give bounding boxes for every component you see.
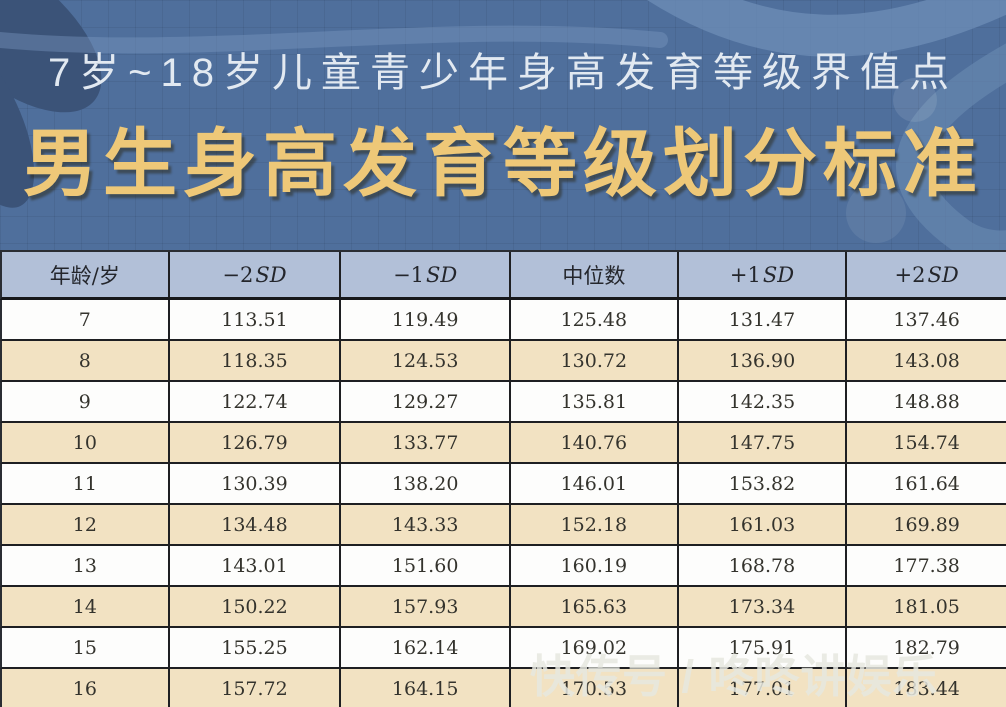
table-cell: 9: [2, 382, 170, 421]
table-cell: 154.74: [893, 431, 960, 454]
table-cell: 168.78: [679, 546, 848, 585]
table-cell: 143.33: [341, 505, 511, 544]
table-body: 7 113.51 119.49 125.48 131.47 137.46 8 118.35 12…: [0, 300, 1006, 707]
table-cell: 155.25: [170, 628, 342, 667]
table-cell: 142.35: [679, 382, 848, 421]
table-cell: 119.49: [341, 300, 511, 339]
table-row: 11 130.39 138.20 146.01 153.82 161.64: [0, 464, 1006, 505]
watermark: 快传号 / 咚咚讲娱乐: [530, 651, 939, 702]
poster-subtitle: 7岁~18岁儿童青少年身高发育等级界值点: [47, 51, 959, 95]
table-cell: 181.05: [893, 595, 960, 618]
table-cell: 140.76: [511, 423, 679, 462]
table-cell: 15: [2, 628, 170, 667]
table-cell: 147.75: [679, 423, 848, 462]
table-cell: 125.48: [511, 300, 679, 339]
column-header: 年龄/岁: [2, 252, 170, 297]
table-cell: 138.20: [341, 464, 511, 503]
table-cell: 129.27: [341, 382, 511, 421]
table-cell: 152.18: [511, 505, 679, 544]
table-row: 15 155.25 162.14 169.02 175.91 182.79: [0, 628, 1006, 669]
table-cell: 157.72: [170, 669, 342, 707]
table-cell: 137.46: [893, 308, 960, 331]
table-cell: 135.81: [511, 382, 679, 421]
table-cell: 162.14: [341, 628, 511, 667]
table-row: 7 113.51 119.49 125.48 131.47 137.46: [0, 300, 1006, 341]
poster-title: 男生身高发育等级划分标准: [23, 122, 983, 205]
table-cell: 124.53: [341, 341, 511, 380]
table-cell: 118.35: [170, 341, 342, 380]
column-header: +2 SD: [894, 262, 959, 287]
column-header: +1 SD: [679, 252, 848, 297]
table-cell: 161.03: [679, 505, 848, 544]
table-row: 9 122.74 129.27 135.81 142.35 148.88: [0, 382, 1006, 423]
column-header: 中位数: [511, 252, 679, 297]
table-cell: 153.82: [679, 464, 848, 503]
table-cell: 13: [2, 546, 170, 585]
table-cell: 182.79: [893, 636, 960, 659]
table-cell: 133.77: [341, 423, 511, 462]
table-cell: 130.72: [511, 341, 679, 380]
table-row: 8 118.35 124.53 130.72 136.90 143.08: [0, 341, 1006, 382]
height-standards-table: 年龄/岁 −2 SD −1 SD 中位数 +1 SD +2 SD 7 113.51 119.49 125…: [0, 250, 1006, 707]
table-cell: 177.01: [679, 669, 848, 707]
table-cell: 122.74: [170, 382, 342, 421]
table-cell: 160.19: [511, 546, 679, 585]
table-cell: 169.02: [511, 628, 679, 667]
table-cell: 130.39: [170, 464, 342, 503]
table-cell: 165.63: [511, 587, 679, 626]
table-row: 10 126.79 133.77 140.76 147.75 154.74: [0, 423, 1006, 464]
table-cell: 157.93: [341, 587, 511, 626]
table-row: 12 134.48 143.33 152.18 161.03 169.89: [0, 505, 1006, 546]
table-cell: 12: [2, 505, 170, 544]
table-cell: 164.15: [341, 669, 511, 707]
table-cell: 183.44: [893, 677, 960, 700]
table-cell: 146.01: [511, 464, 679, 503]
table-cell: 177.38: [893, 554, 960, 577]
table-cell: 7: [2, 300, 170, 339]
table-cell: 136.90: [679, 341, 848, 380]
table-cell: 170.53: [511, 669, 679, 707]
table-cell: 143.01: [170, 546, 342, 585]
table-cell: 143.08: [893, 349, 960, 372]
table-cell: 169.89: [893, 513, 960, 536]
table-cell: 173.34: [679, 587, 848, 626]
table-cell: 16: [2, 669, 170, 707]
table-row: 13 143.01 151.60 160.19 168.78 177.38: [0, 546, 1006, 587]
table-cell: 14: [2, 587, 170, 626]
table-row: 14 150.22 157.93 165.63 173.34 181.05: [0, 587, 1006, 628]
table-cell: 150.22: [170, 587, 342, 626]
table-cell: 134.48: [170, 505, 342, 544]
table-cell: 113.51: [170, 300, 342, 339]
table-cell: 11: [2, 464, 170, 503]
column-header: −1 SD: [341, 252, 511, 297]
column-header: −2 SD: [170, 252, 342, 297]
table-cell: 151.60: [341, 546, 511, 585]
table-cell: 175.91: [679, 628, 848, 667]
table-cell: 148.88: [893, 390, 960, 413]
table-cell: 131.47: [679, 300, 848, 339]
table-cell: 8: [2, 341, 170, 380]
table-cell: 10: [2, 423, 170, 462]
table-header-row: 年龄/岁 −2 SD −1 SD 中位数 +1 SD +2 SD: [0, 252, 1006, 300]
table-cell: 161.64: [893, 472, 960, 495]
table-row: 16 157.72 164.15 170.53 177.01 183.44: [0, 669, 1006, 707]
table-cell: 126.79: [170, 423, 342, 462]
